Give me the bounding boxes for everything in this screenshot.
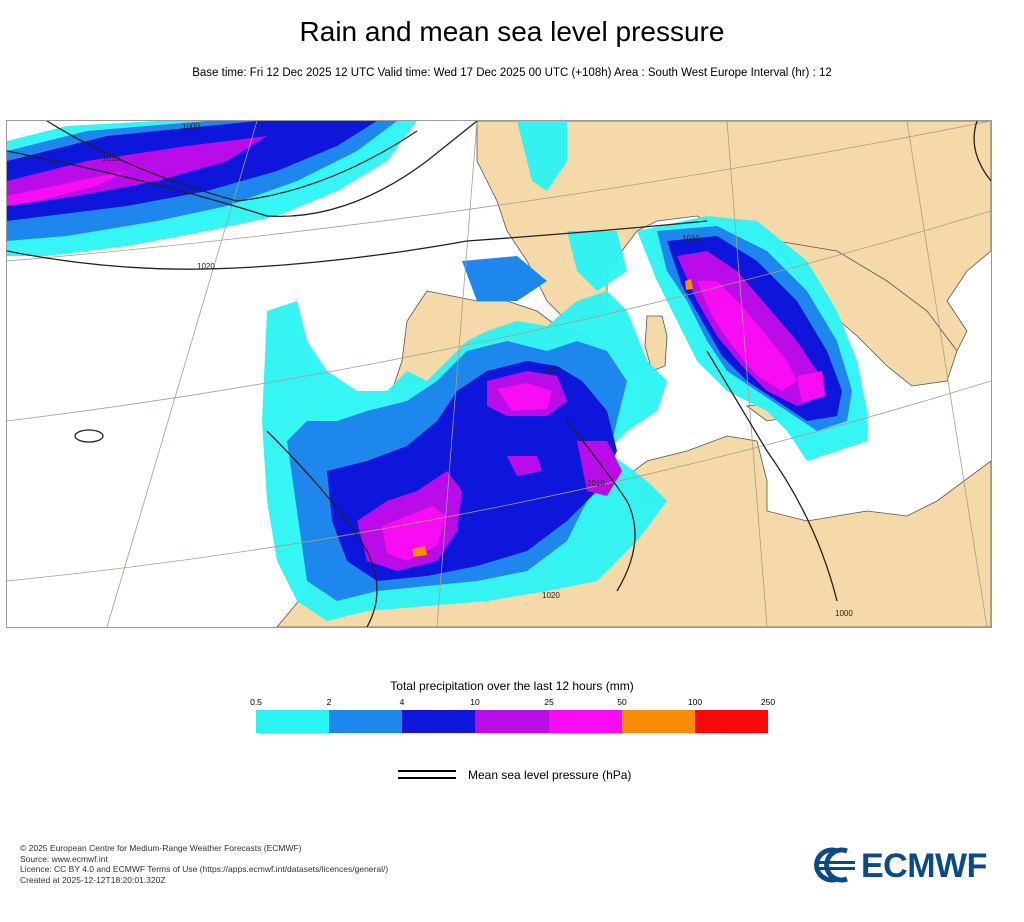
chart-subtitle: Base time: Fri 12 Dec 2025 12 UTC Valid … xyxy=(192,67,832,79)
footer-credits: © 2025 European Centre for Medium-Range … xyxy=(20,843,388,885)
isobar-label: 1000 xyxy=(835,609,853,618)
isobars xyxy=(7,121,991,627)
precipitation-map: 1000 1010 1020 1010 1010 1020 1010 1000 xyxy=(6,120,992,628)
isobar-labels: 1000 1010 1020 1010 1010 1020 1010 1000 xyxy=(102,122,853,618)
footer-line: Source: www.ecmwf.int xyxy=(20,853,108,864)
legend-tick: 100 xyxy=(687,697,703,707)
legend-title: Total precipitation over the last 12 hou… xyxy=(390,679,634,693)
mslp-line-sample xyxy=(398,777,456,779)
legend-swatch xyxy=(329,710,403,733)
legend-tick: 4 xyxy=(399,697,405,707)
legend-tick: 250 xyxy=(760,697,776,707)
legend-color-bar xyxy=(256,710,768,733)
mslp-legend: Mean sea level pressure (hPa) xyxy=(398,766,698,784)
footer-line: Created at 2025-12-12T18:20:01.320Z xyxy=(20,874,166,885)
legend-swatch xyxy=(402,710,476,733)
isobar-label: 1000 xyxy=(182,122,200,131)
footer-line: Licence: CC BY 4.0 and ECMWF Terms of Us… xyxy=(20,864,389,874)
legend-swatch xyxy=(256,710,330,733)
mslp-legend-label: Mean sea level pressure (hPa) xyxy=(468,768,632,782)
ecmwf-logo-icon xyxy=(814,847,855,883)
legend-swatch xyxy=(475,710,549,733)
legend-swatch xyxy=(621,710,695,733)
land-sardinia xyxy=(644,315,668,372)
isobar-label: 1020 xyxy=(197,262,215,271)
isobar-label: 1010 xyxy=(102,154,120,163)
precip-25mm xyxy=(7,171,825,561)
isobar-label: 1010 xyxy=(587,479,605,488)
chart-title: Rain and mean sea level pressure xyxy=(299,16,725,47)
ecmwf-logo: ECMWF xyxy=(813,846,1013,886)
precip-50mm xyxy=(412,279,693,557)
legend-swatch xyxy=(694,710,768,733)
legend-tick: 50 xyxy=(617,697,627,707)
legend-tick: 0.5 xyxy=(250,697,262,707)
legend-ticks: 0.5 2 4 10 25 50 100 250 xyxy=(250,697,775,709)
ecmwf-logo-text: ECMWF xyxy=(861,847,987,885)
mslp-line-sample xyxy=(398,770,456,772)
legend-tick: 25 xyxy=(544,697,554,707)
footer-line: © 2025 European Centre for Medium-Range … xyxy=(20,843,302,853)
legend-tick: 10 xyxy=(470,697,480,707)
legend-tick: 2 xyxy=(326,697,332,707)
isobar-label: 1010 xyxy=(682,234,700,243)
legend-swatch xyxy=(548,710,622,733)
isobar-label: 1010 xyxy=(543,366,561,375)
isobar-label: 1020 xyxy=(542,591,560,600)
